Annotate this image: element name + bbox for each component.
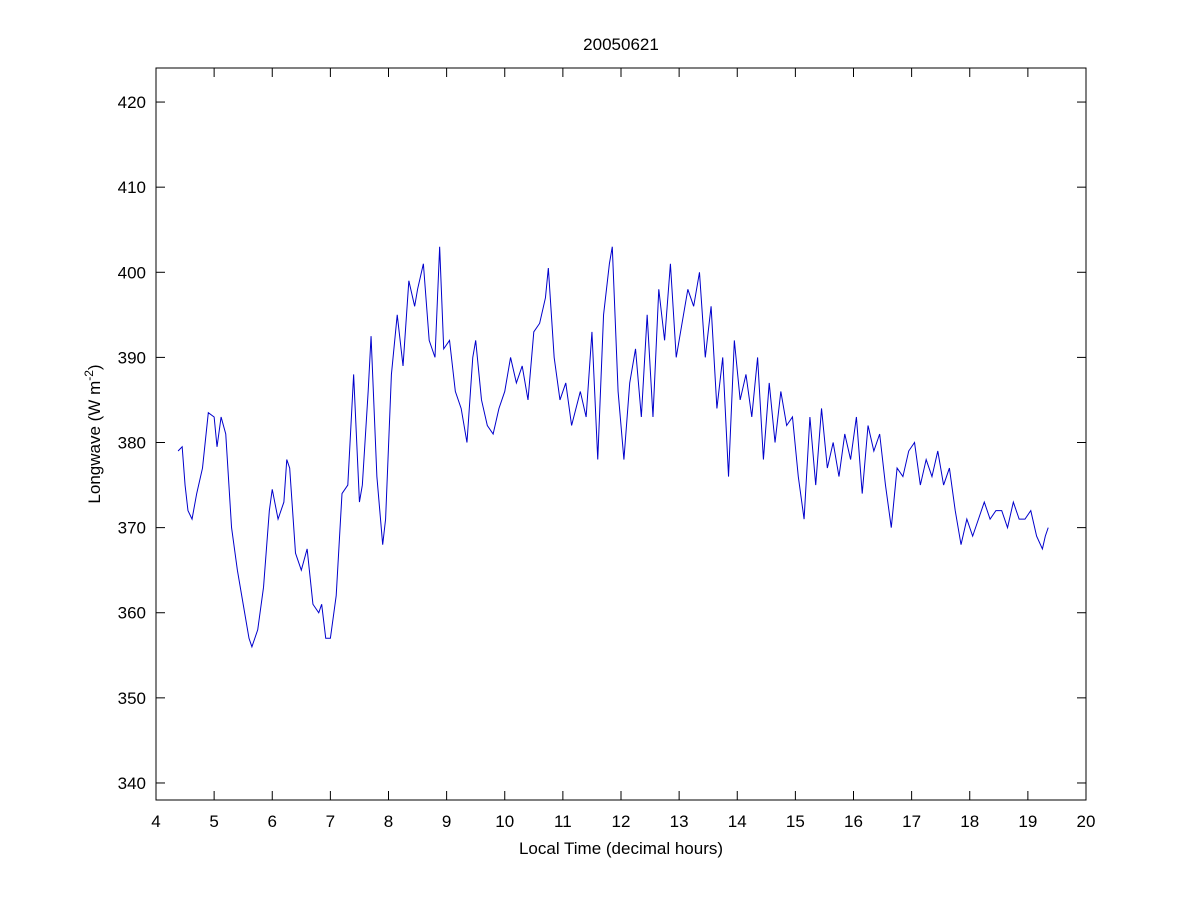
plot-area: [155, 67, 1087, 801]
x-tick-label: 12: [612, 812, 631, 831]
x-tick-label: 7: [326, 812, 335, 831]
y-tick-label: 340: [118, 774, 146, 793]
y-tick-label: 420: [118, 93, 146, 112]
y-tick-label: 400: [118, 263, 146, 282]
x-tick-label: 9: [442, 812, 451, 831]
x-tick-label: 15: [786, 812, 805, 831]
y-tick-label: 410: [118, 178, 146, 197]
y-tick-label: 350: [118, 689, 146, 708]
x-tick-label: 16: [844, 812, 863, 831]
x-tick-label: 20: [1077, 812, 1096, 831]
x-tick-label: 11: [554, 812, 572, 831]
x-tick-label: 10: [495, 812, 514, 831]
x-tick-label: 18: [960, 812, 979, 831]
y-label-suffix: ): [85, 364, 104, 370]
x-tick-label: 8: [384, 812, 393, 831]
y-tick-label: 370: [118, 519, 146, 538]
x-tick-label: 17: [902, 812, 921, 831]
x-tick-label: 5: [209, 812, 218, 831]
y-label-superscript: -2: [82, 370, 96, 381]
x-axis-label: Local Time (decimal hours): [519, 839, 723, 858]
x-tick-label: 4: [151, 812, 160, 831]
y-tick-label: 360: [118, 604, 146, 623]
y-axis-label: Longwave (W m-2): [82, 364, 104, 503]
y-tick-label: 390: [118, 348, 146, 367]
chart-title: 20050621: [583, 35, 659, 54]
x-tick-label: 6: [268, 812, 277, 831]
y-tick-label: 380: [118, 434, 146, 453]
x-tick-label: 14: [728, 812, 747, 831]
x-tick-label: 13: [670, 812, 689, 831]
y-label-text: Longwave (W m: [85, 381, 104, 504]
x-tick-label: 19: [1018, 812, 1037, 831]
data-line: [177, 246, 1049, 649]
